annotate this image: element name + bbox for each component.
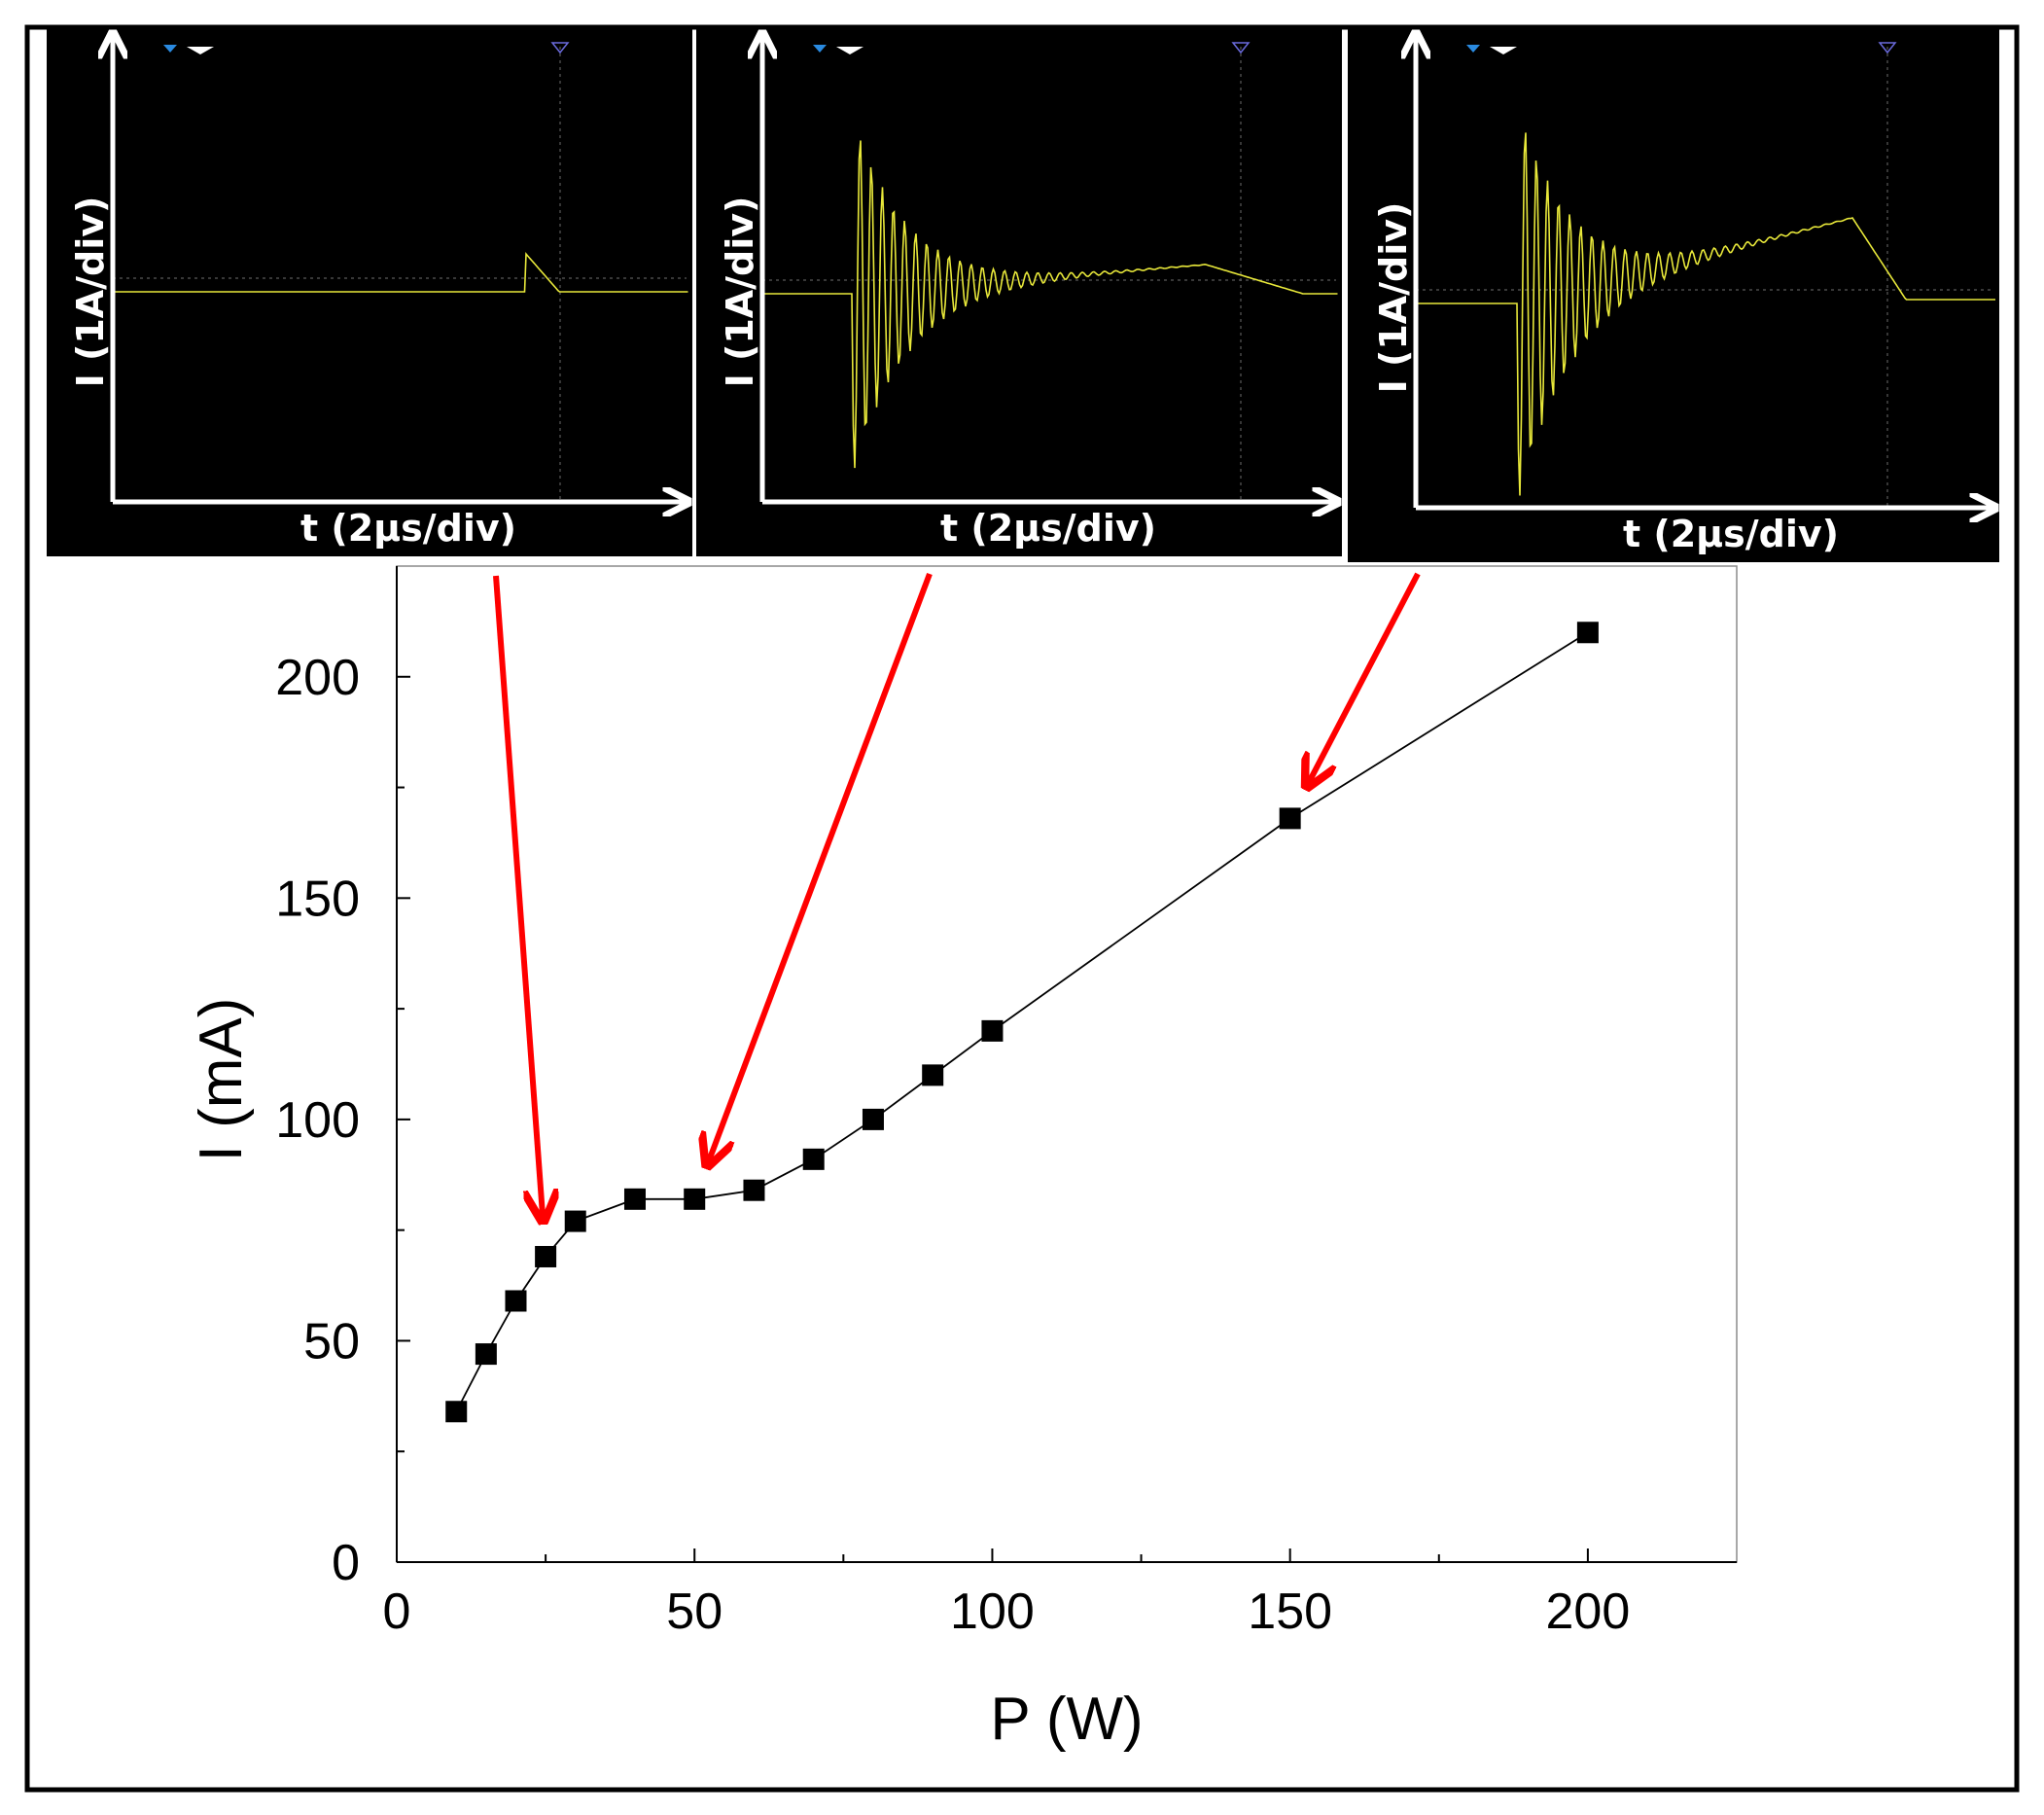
scope-xlabel: t (2µs/div) — [940, 507, 1156, 550]
scope-ylabel: I (1A/div) — [719, 196, 761, 388]
scope-ylabel: I (1A/div) — [69, 196, 112, 388]
data-point — [505, 1290, 527, 1312]
cursor-marker-icon — [1231, 42, 1251, 54]
data-point — [445, 1401, 468, 1423]
data-point — [862, 1108, 884, 1130]
scope-trace — [115, 251, 688, 293]
trigger-marker-icon — [1466, 45, 1480, 53]
axis-ticks: 0 50 100 150 200 0 50 100 150 200 — [275, 650, 1630, 1640]
scope-panel-1: I (1A/div) t (2µs/div) — [47, 29, 692, 556]
scope-grid — [113, 42, 687, 502]
data-point — [1576, 622, 1599, 644]
data-point — [981, 1019, 1004, 1042]
red-arrow-1 — [493, 575, 543, 1216]
annotation-arrows — [493, 572, 1421, 1216]
scope-xlabel: t (2µs/div) — [300, 507, 516, 550]
data-point — [743, 1179, 765, 1201]
oscilloscope-panels: I (1A/div) t (2µs/div) I (1A/div) t (2µs… — [47, 29, 1999, 562]
data-point — [564, 1210, 586, 1232]
y-tick-label: 50 — [303, 1313, 360, 1370]
data-point — [802, 1148, 825, 1170]
scope-grid — [1416, 42, 1993, 508]
scope-ylabel: I (1A/div) — [1372, 202, 1415, 394]
x-axis-title: P (W) — [990, 1686, 1143, 1753]
trigger-level-icon — [1490, 47, 1517, 54]
y-tick-label: 100 — [275, 1092, 360, 1149]
y-tick-label: 0 — [332, 1535, 360, 1591]
trigger-marker-icon — [813, 45, 827, 53]
scope-screen — [1348, 29, 1999, 562]
cursor-marker-icon — [1878, 42, 1897, 54]
data-point — [1279, 807, 1301, 830]
data-point — [475, 1343, 497, 1366]
trigger-level-icon — [187, 47, 214, 54]
data-point — [684, 1188, 706, 1210]
red-arrow-3 — [1309, 572, 1421, 782]
scope-screen — [47, 29, 692, 556]
cursor-marker-icon — [550, 42, 570, 54]
x-tick-label: 200 — [1546, 1584, 1631, 1640]
data-markers — [445, 622, 1599, 1423]
x-tick-label: 150 — [1248, 1584, 1332, 1640]
x-tick-label: 100 — [950, 1584, 1035, 1640]
data-point — [623, 1188, 646, 1210]
scope-panel-3: I (1A/div) t (2µs/div) — [1348, 29, 1999, 562]
scope-panel-2: I (1A/div) t (2µs/div) — [696, 29, 1342, 556]
scope-screen — [696, 29, 1342, 556]
scope-trace — [1418, 132, 1995, 496]
trigger-marker-icon — [163, 45, 177, 53]
y-tick-label: 200 — [275, 650, 360, 706]
trigger-level-icon — [836, 47, 863, 54]
data-point — [535, 1245, 557, 1267]
x-tick-label: 50 — [666, 1584, 722, 1640]
y-tick-label: 150 — [275, 871, 360, 927]
scope-xlabel: t (2µs/div) — [1623, 513, 1839, 555]
red-arrow-2 — [709, 572, 933, 1160]
scope-trace — [764, 140, 1338, 469]
main-plot: 0 50 100 150 200 0 50 100 150 200 P (W) I (mA) — [188, 565, 1738, 1753]
x-tick-label: 0 — [383, 1584, 411, 1640]
y-axis-title: I (mA) — [188, 998, 255, 1162]
data-point — [922, 1064, 944, 1086]
